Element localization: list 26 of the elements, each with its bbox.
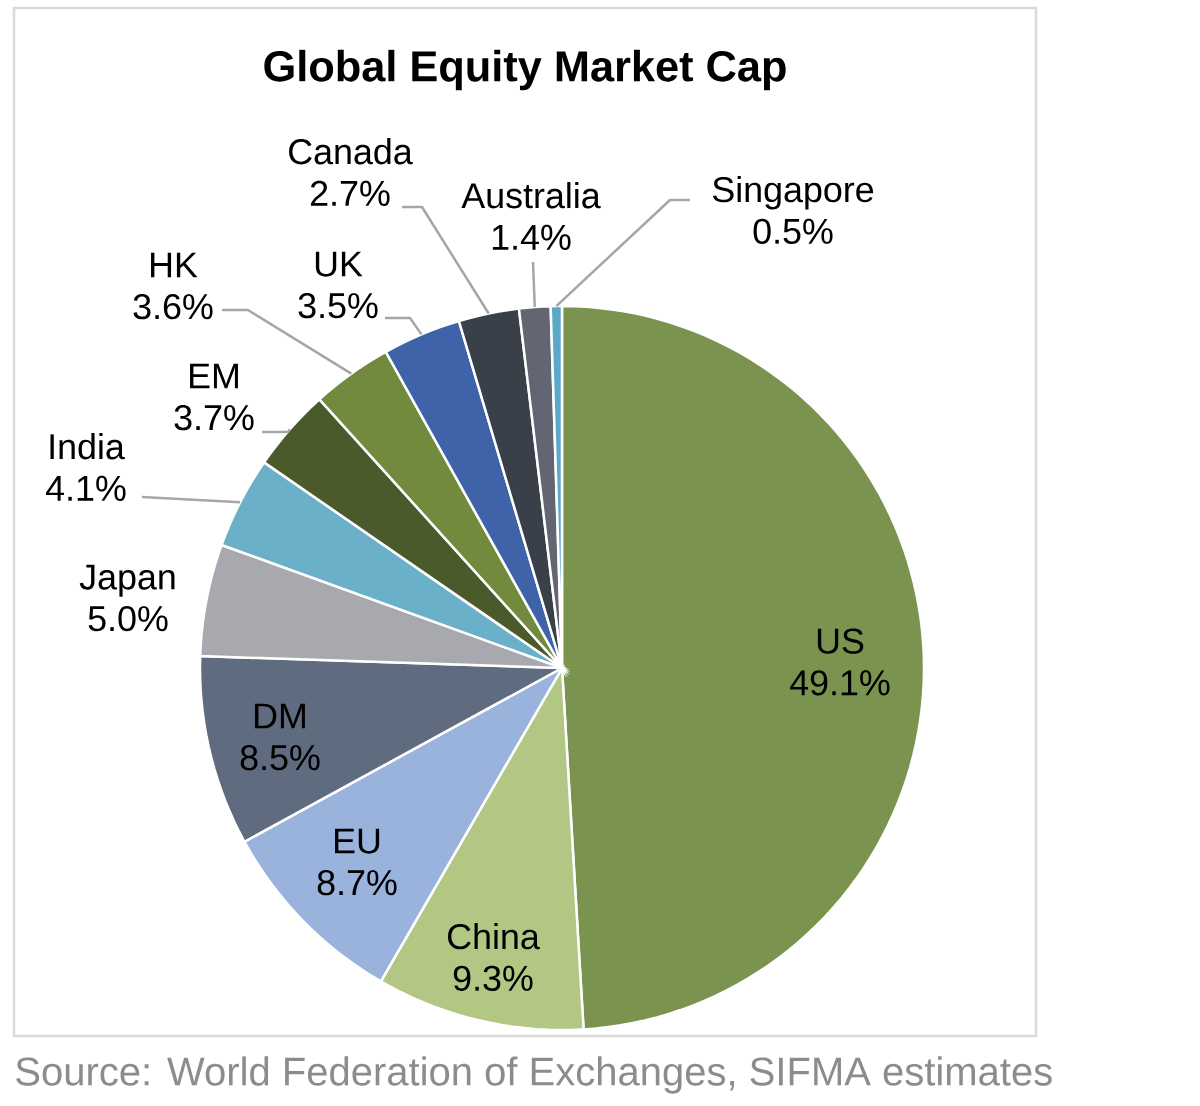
slice-label: US	[817, 628, 864, 654]
data-label: 1.4%	[492, 224, 571, 250]
data-label: 9.3%	[453, 965, 533, 991]
chart-title: Global Equity Market Cap	[264, 49, 786, 91]
data-label: 2.7%	[310, 180, 390, 206]
slice-label: Australia	[461, 182, 601, 209]
slice-label: Canada	[289, 138, 413, 165]
slice-label: UK	[315, 251, 363, 277]
slice-label: DM	[255, 703, 305, 729]
data-label: 3.7%	[174, 404, 254, 431]
source-note: Source: World Federation of Exchanges, SIFMA estimates	[16, 1056, 1052, 1094]
data-label: 3.6%	[133, 293, 213, 320]
slice-label: Japan	[79, 564, 175, 597]
data-label: 8.7%	[317, 869, 397, 896]
data-label: 0.5%	[753, 218, 833, 244]
slice-label: EU	[335, 828, 380, 854]
slice-label: Singapore	[712, 176, 874, 210]
slice-label: China	[448, 923, 540, 950]
slice-label: India	[50, 433, 125, 460]
data-label: 3.5%	[298, 292, 378, 319]
slice-label: EM	[190, 363, 238, 389]
data-label: 49.1%	[790, 670, 890, 696]
data-label: 5.0%	[88, 605, 168, 632]
data-label: 4.1%	[45, 475, 126, 501]
data-label: 8.5%	[240, 744, 320, 771]
slice-label: HK	[151, 252, 198, 278]
